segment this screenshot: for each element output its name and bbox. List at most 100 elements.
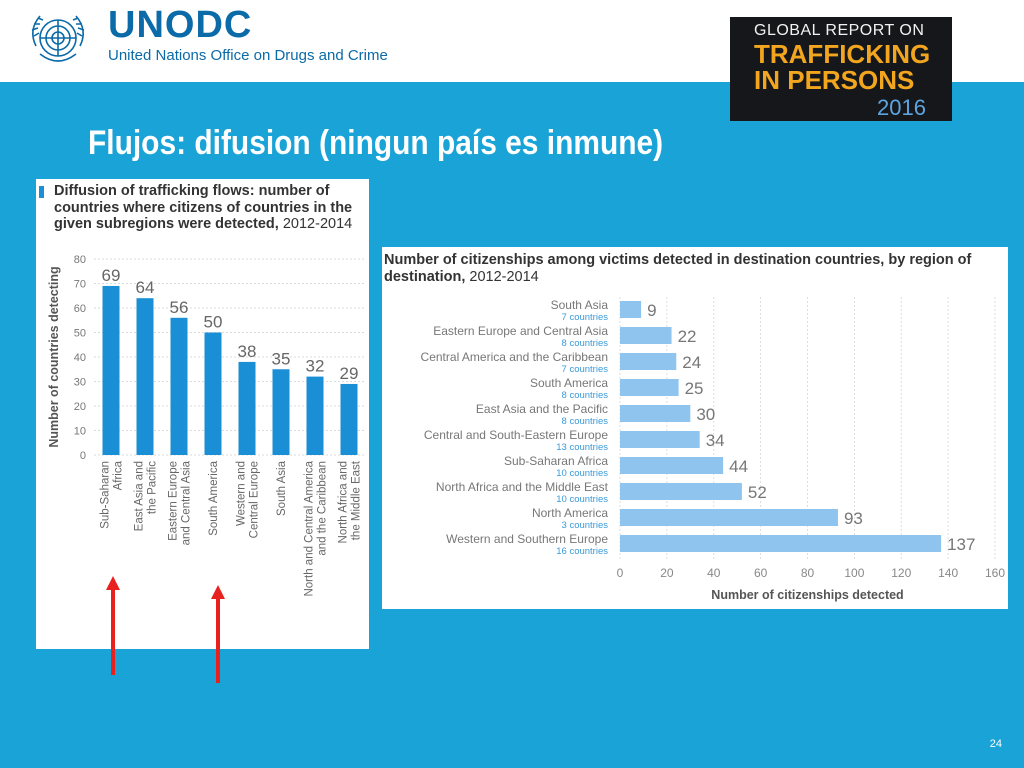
bar <box>620 379 679 396</box>
y-tick-label: 50 <box>74 328 86 340</box>
category-label: South Asia <box>551 298 609 312</box>
bar <box>620 327 672 344</box>
data-label: 29 <box>340 364 359 383</box>
data-label: 30 <box>696 405 715 424</box>
x-tick-label-line: Africa <box>113 460 125 490</box>
data-label: 69 <box>102 266 121 285</box>
x-tick-label: 120 <box>891 566 911 580</box>
citizenships-chart-title-year: 2012-2014 <box>469 268 539 285</box>
category-label: Western and Southern Europe <box>446 532 608 546</box>
country-count-label: 10 countries <box>556 468 608 479</box>
bar <box>620 431 700 448</box>
category-label: Sub-Saharan Africa <box>504 454 608 468</box>
x-tick-label-line: East Asia and <box>134 461 146 531</box>
bar <box>204 332 222 455</box>
y-tick-label: 20 <box>74 401 86 413</box>
data-label: 137 <box>947 535 975 554</box>
x-tick-label: Eastern Europeand Central Asia <box>168 460 193 545</box>
data-label: 50 <box>204 313 223 332</box>
report-year: 2016 <box>877 95 926 120</box>
x-tick-label-line: North and Central America <box>304 460 316 596</box>
x-tick-label: Sub-SaharanAfrica <box>100 460 125 528</box>
x-tick-label: 60 <box>754 566 768 580</box>
category-label: Eastern Europe and Central Asia <box>433 324 608 338</box>
report-line-1: GLOBAL REPORT ON <box>754 22 925 39</box>
y-tick-label: 70 <box>74 279 86 291</box>
x-tick-label-line: South America <box>208 460 220 535</box>
x-tick-label: 160 <box>985 566 1005 580</box>
report-line-3: IN PERSONS <box>754 65 915 95</box>
x-tick-label: South Asia <box>276 460 288 516</box>
x-tick-label: 40 <box>707 566 721 580</box>
country-count-label: 7 countries <box>562 312 609 323</box>
diffusion-bar-chart: 0 10 20 30 40 50 60 70 80 Number of countries det… <box>47 254 366 597</box>
country-count-label: 8 countries <box>562 338 609 349</box>
data-label: 24 <box>682 353 701 372</box>
org-name: UNODC <box>108 4 253 46</box>
country-count-label: 13 countries <box>556 442 608 453</box>
x-tick-label-line: North Africa and <box>338 461 350 543</box>
un-emblem-icon <box>31 15 85 62</box>
x-tick-label: South America <box>208 460 220 535</box>
data-label: 9 <box>647 301 656 320</box>
y-tick-label: 80 <box>74 254 86 266</box>
y-tick-label: 30 <box>74 377 86 389</box>
category-label: North Africa and the Middle East <box>436 480 609 494</box>
category-label: East Asia and the Pacific <box>476 402 608 416</box>
y-tick-label: 60 <box>74 303 86 315</box>
data-label: 32 <box>306 357 325 376</box>
data-label: 52 <box>748 483 767 502</box>
x-tick-label: 20 <box>660 566 674 580</box>
data-label: 38 <box>238 342 257 361</box>
bar <box>340 383 358 455</box>
data-label: 56 <box>170 298 189 317</box>
x-tick-label: North Africa andthe Middle East <box>338 460 363 543</box>
y-tick-label: 0 <box>80 450 86 462</box>
country-count-label: 7 countries <box>562 364 609 375</box>
citizenships-chart-title: Number of citizenships among victims det… <box>384 252 1004 285</box>
country-count-label: 16 countries <box>556 546 608 557</box>
bar <box>170 317 188 455</box>
x-tick-label-line: the Middle East <box>351 460 363 540</box>
country-count-label: 8 countries <box>562 416 609 427</box>
data-label: 93 <box>844 509 863 528</box>
x-tick-label-line: Sub-Saharan <box>100 461 112 529</box>
bar <box>620 535 942 552</box>
bar <box>620 509 838 526</box>
diffusion-chart-title: Diffusion of trafficking flows: number o… <box>54 183 359 233</box>
citizenships-chart-title-text: Number of citizenships among victims det… <box>384 252 972 285</box>
x-tick-label: Western andCentral Europe <box>236 461 261 538</box>
x-tick-label-line: and the Caribbean <box>317 461 329 556</box>
category-label: Central and South-Eastern Europe <box>424 428 608 442</box>
diffusion-chart-title-year: 2012-2014 <box>282 216 353 232</box>
diffusion-chart-panel: Diffusion of trafficking flows: number o… <box>36 179 369 649</box>
bar <box>238 361 256 455</box>
data-label: 22 <box>678 327 697 346</box>
data-label: 25 <box>685 379 704 398</box>
category-label: North America <box>532 506 608 520</box>
org-full-name: United Nations Office on Drugs and Crime <box>108 47 388 64</box>
bar <box>272 369 290 455</box>
bar <box>620 301 642 318</box>
y-axis-label: Number of countries detecting <box>47 266 61 447</box>
country-count-label: 10 countries <box>556 494 608 505</box>
slide-title: Flujos: difusion (ningun país es inmune) <box>88 124 664 162</box>
citizenships-bar-chart: 0 20 40 60 80 100 120 140 160 Number of citizensh… <box>421 297 1005 602</box>
country-count-label: 8 countries <box>562 390 609 401</box>
data-label: 44 <box>729 457 748 476</box>
bar <box>620 483 742 500</box>
bar <box>136 298 154 455</box>
x-tick-label-line: Central Europe <box>249 461 261 538</box>
x-tick-label-line: and Central Asia <box>181 460 193 545</box>
report-line-2: TRAFFICKING <box>754 39 931 69</box>
x-tick-label: 0 <box>617 566 624 580</box>
bar <box>102 285 120 455</box>
data-label: 35 <box>272 349 291 368</box>
x-tick-label: 80 <box>801 566 815 580</box>
country-count-label: 3 countries <box>562 520 609 531</box>
y-tick-label: 10 <box>74 426 86 438</box>
x-tick-label-line: Western and <box>236 461 248 526</box>
bar <box>620 353 677 370</box>
x-tick-label: 100 <box>844 566 864 580</box>
x-tick-label: East Asia andthe Pacific <box>134 461 159 532</box>
